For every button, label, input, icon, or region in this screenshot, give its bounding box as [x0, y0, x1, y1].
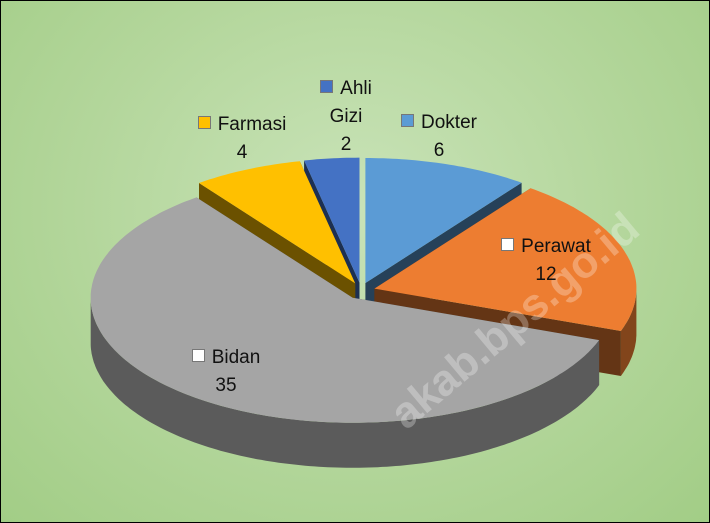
data-label: Bidan 35 — [171, 344, 281, 400]
category-label: Farmasi — [217, 114, 287, 135]
value-label: 12 — [535, 264, 557, 285]
slice-side — [90, 297, 600, 468]
category-label: Dokter — [421, 112, 477, 133]
slice — [304, 157, 360, 283]
value-label: 35 — [215, 375, 237, 396]
legend-key — [401, 114, 415, 127]
data-label: Dokter 6 — [389, 109, 489, 165]
value-label: 6 — [433, 140, 445, 161]
category-label: Ahli Gizi — [329, 78, 372, 127]
slice — [199, 161, 356, 284]
legend-key — [501, 238, 515, 251]
slice-side — [620, 288, 637, 376]
data-label: Ahli Gizi 2 — [301, 75, 391, 159]
slice — [365, 158, 522, 283]
value-label: 4 — [236, 142, 248, 163]
category-label: Perawat — [521, 236, 591, 257]
slice — [90, 197, 600, 423]
legend-key — [197, 116, 211, 129]
data-label: Farmasi 4 — [187, 111, 297, 167]
slice — [374, 188, 637, 331]
data-label: Perawat 12 — [491, 233, 601, 289]
category-label: Bidan — [211, 347, 261, 368]
legend-key — [191, 349, 205, 362]
legend-key — [320, 80, 334, 93]
value-label: 2 — [340, 134, 352, 155]
